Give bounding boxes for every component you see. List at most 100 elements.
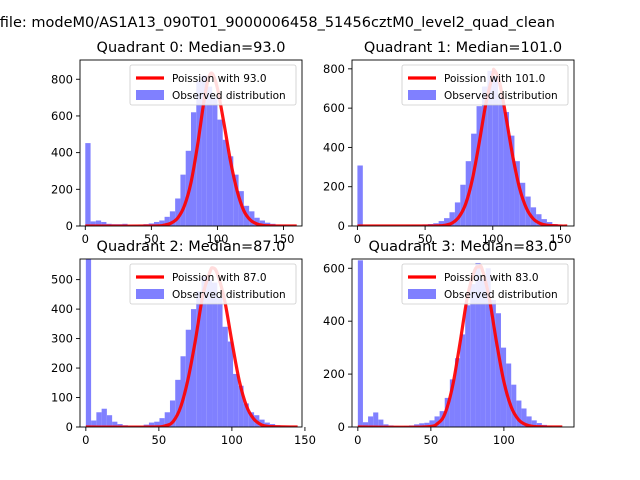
histogram-bar bbox=[368, 416, 374, 427]
histogram-bar bbox=[249, 211, 255, 226]
x-tick-label: 150 bbox=[273, 232, 295, 246]
y-tick-label: 400 bbox=[51, 302, 73, 316]
histogram-bar bbox=[233, 174, 239, 226]
histogram-bar bbox=[206, 279, 213, 427]
y-tick-label: 600 bbox=[323, 261, 345, 275]
histogram-bar bbox=[227, 341, 234, 427]
histogram-bar bbox=[454, 202, 461, 226]
panel-title: Quadrant 3: Median=83.0 bbox=[369, 239, 558, 255]
histogram-bar bbox=[470, 284, 476, 427]
x-tick-label: 150 bbox=[549, 232, 571, 246]
legend-box bbox=[401, 263, 569, 305]
histogram-bar bbox=[164, 412, 170, 427]
histogram-bar bbox=[492, 76, 499, 226]
histogram-bar bbox=[217, 119, 223, 226]
histogram-bar bbox=[511, 384, 517, 427]
histogram-bar bbox=[480, 278, 486, 427]
legend: Poission with 93.0 Observed distribution bbox=[129, 64, 297, 106]
legend-box bbox=[401, 64, 569, 106]
histogram-bar bbox=[476, 106, 482, 226]
histogram-bar bbox=[481, 86, 488, 226]
histogram-bar bbox=[526, 416, 532, 427]
legend-label-poisson: Poission with 87.0 bbox=[172, 272, 267, 284]
y-tick-label: 200 bbox=[323, 367, 345, 381]
histogram-bar bbox=[531, 420, 537, 427]
y-tick-label: 300 bbox=[51, 332, 73, 346]
legend: Poission with 87.0 Observed distribution bbox=[129, 263, 297, 305]
histogram-bar bbox=[101, 408, 107, 427]
legend-bar-swatch bbox=[408, 90, 436, 100]
histogram-bar bbox=[444, 397, 450, 427]
histogram-bar bbox=[85, 143, 91, 226]
histogram-bar bbox=[460, 334, 466, 427]
x-tick-label: 50 bbox=[152, 433, 167, 447]
histogram-bar bbox=[248, 412, 255, 427]
histogram-bar bbox=[424, 422, 430, 427]
histogram-bar bbox=[196, 291, 202, 427]
histogram-bar bbox=[521, 408, 527, 427]
y-tick-label: 600 bbox=[51, 109, 73, 123]
plot-area bbox=[357, 260, 563, 427]
histogram-bar bbox=[541, 219, 547, 226]
histogram-bar bbox=[154, 221, 160, 226]
histogram-bar bbox=[434, 416, 440, 427]
histogram-bar bbox=[487, 70, 493, 226]
y-tick-label: 800 bbox=[51, 72, 73, 86]
histogram-bar bbox=[228, 156, 234, 226]
histogram-bar bbox=[357, 165, 363, 226]
histogram-bar bbox=[159, 220, 165, 226]
histogram-bar bbox=[438, 221, 445, 226]
legend-label-observed: Observed distribution bbox=[444, 90, 558, 102]
x-tick-label: 0 bbox=[82, 433, 89, 447]
histogram-bar bbox=[503, 112, 510, 226]
histogram-bar bbox=[164, 216, 170, 226]
histogram-bar bbox=[362, 422, 369, 427]
histogram-bar bbox=[175, 198, 181, 226]
histogram-bar bbox=[95, 220, 102, 226]
x-tick-label: 100 bbox=[493, 433, 515, 447]
histogram-bar bbox=[475, 262, 481, 427]
histogram-bar bbox=[419, 423, 425, 427]
panel-title: Quadrant 1: Median=101.0 bbox=[364, 40, 562, 56]
y-tick-label: 0 bbox=[66, 219, 73, 233]
histogram-bar bbox=[536, 214, 542, 226]
histogram-bar bbox=[217, 297, 223, 427]
y-tick-label: 400 bbox=[51, 146, 73, 160]
histogram-bar bbox=[222, 139, 228, 226]
x-tick-label: 50 bbox=[424, 433, 439, 447]
histogram-bar bbox=[101, 221, 107, 226]
x-tick-label: 150 bbox=[294, 433, 316, 447]
histogram-bar bbox=[112, 421, 118, 427]
histogram-bar bbox=[91, 420, 97, 427]
histogram-bar bbox=[357, 260, 363, 427]
histogram-bar bbox=[243, 403, 249, 427]
histogram-bar bbox=[169, 400, 176, 427]
histogram-bar bbox=[180, 356, 186, 427]
x-tick-label: 0 bbox=[354, 232, 361, 246]
y-tick-label: 800 bbox=[323, 62, 345, 76]
histogram-bar bbox=[516, 400, 522, 427]
histogram-bar bbox=[465, 305, 471, 427]
histogram-bar bbox=[500, 347, 507, 427]
axes-frame bbox=[79, 258, 303, 428]
histogram-bar bbox=[175, 379, 181, 427]
histogram-bar bbox=[169, 211, 176, 226]
histogram-bar bbox=[238, 385, 244, 427]
y-tick-label: 200 bbox=[323, 180, 345, 194]
histogram-bar bbox=[212, 282, 218, 427]
panel-title: Quadrant 2: Median=87.0 bbox=[97, 239, 286, 255]
x-tick-label: 100 bbox=[482, 232, 504, 246]
histogram-bar bbox=[222, 326, 228, 427]
histogram-bar bbox=[378, 419, 384, 427]
axes-frame bbox=[79, 59, 303, 227]
panel-title: Quadrant 0: Median=93.0 bbox=[97, 40, 286, 56]
panel-quadrant-0: Quadrant 0: Median=93.0 0 50 100 150 0 200 400 6… bbox=[51, 40, 303, 246]
legend-box bbox=[129, 263, 297, 305]
histogram-bar bbox=[201, 75, 207, 226]
histogram-bar bbox=[449, 212, 455, 226]
histogram-bar bbox=[201, 276, 207, 427]
histogram-bar bbox=[514, 161, 520, 226]
histogram-bar bbox=[373, 412, 379, 427]
histogram-bar bbox=[180, 174, 186, 226]
legend-label-poisson: Poission with 101.0 bbox=[444, 73, 545, 85]
